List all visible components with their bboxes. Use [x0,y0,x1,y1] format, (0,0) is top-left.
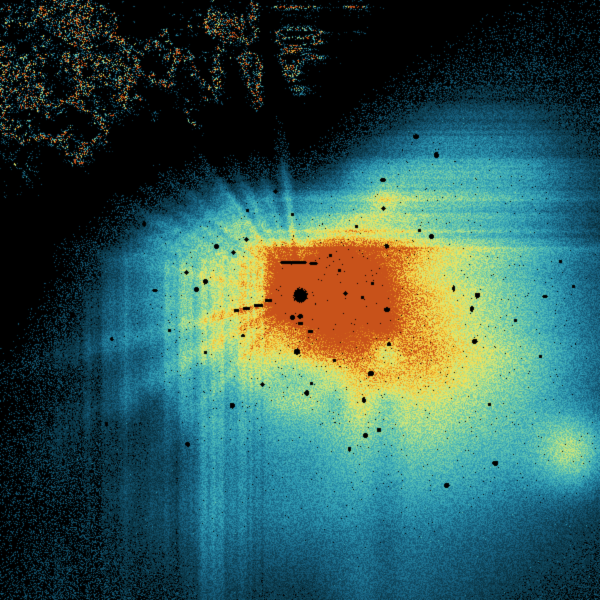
xray-surface-brightness-image [0,0,600,600]
image-viewport: X-ray Surface Brightness Map black-blue-… [0,0,600,600]
